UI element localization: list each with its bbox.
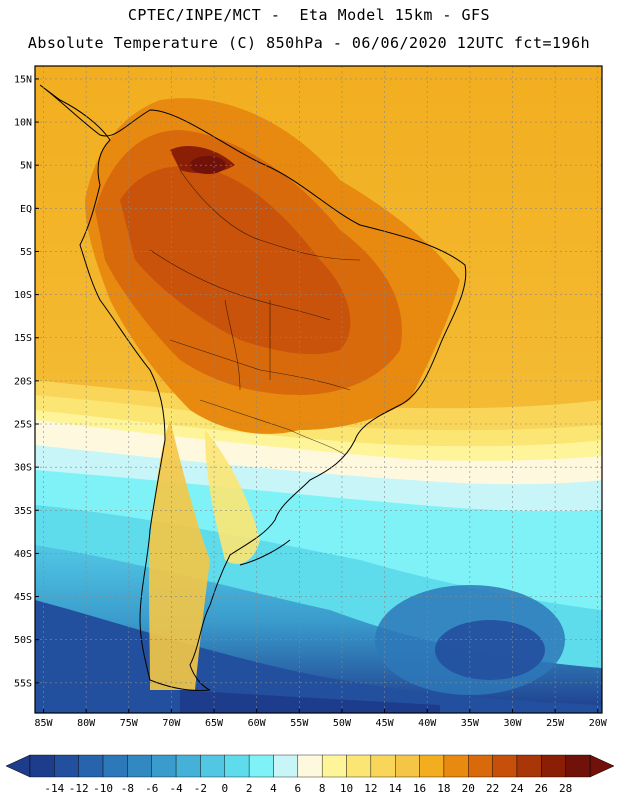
colorbar-swatch <box>541 754 566 778</box>
colorbar-swatch <box>54 754 79 778</box>
colorbar-label: -6 <box>145 782 158 795</box>
lon-label: 70W <box>162 718 181 729</box>
colorbar-label: 22 <box>486 782 499 795</box>
colorbar-label: 6 <box>295 782 302 795</box>
colorbar-label: -8 <box>121 782 134 795</box>
colorbar-swatch <box>248 754 274 778</box>
lon-label: 20W <box>589 718 608 729</box>
colorbar-swatch <box>224 754 250 778</box>
colorbar-swatch <box>200 754 225 778</box>
colorbar-label: 12 <box>364 782 377 795</box>
lat-label: 30S <box>14 463 32 474</box>
latitude-axis: 15N 10N 5N EQ 5S 10S 15S 20S 25S 30S 35S 40S 45S 50S 5… <box>14 74 39 689</box>
colorbar-swatch <box>419 754 445 778</box>
temperature-field <box>35 66 602 713</box>
colorbar-swatch <box>127 754 152 778</box>
coastlines <box>39 84 467 691</box>
colorbar-label: -14 <box>44 782 64 795</box>
colorbar-label: 10 <box>340 782 353 795</box>
lat-label: 15S <box>14 333 32 344</box>
longitude-axis: 85W 80W 75W 70W 65W 60W 55W 50W 45W 40W 35W 30W 25W 2… <box>34 709 608 729</box>
lat-label: 40S <box>14 549 32 560</box>
lon-label: 75W <box>120 718 139 729</box>
lat-label: 35S <box>14 506 32 517</box>
map-frame <box>34 65 603 714</box>
colorbar-swatch <box>78 754 104 778</box>
colorbar-label: -2 <box>194 782 207 795</box>
borders <box>149 169 361 456</box>
lat-label: 20S <box>14 376 32 387</box>
colorbar-swatch <box>151 754 177 778</box>
colorbar-swatch <box>468 754 493 778</box>
lat-label: 5S <box>20 247 32 258</box>
lon-label: 80W <box>77 718 96 729</box>
colorbar-label: 4 <box>270 782 277 795</box>
lat-label: 55S <box>14 678 32 689</box>
lat-label: 5N <box>20 161 32 172</box>
lat-label: 10N <box>14 118 32 129</box>
lat-label: 50S <box>14 635 32 646</box>
colorbar-swatch <box>565 754 591 778</box>
lon-label: 55W <box>290 718 309 729</box>
colorbar-swatch <box>370 754 396 778</box>
colorbar-label: -4 <box>169 782 183 795</box>
colorbar-label: 8 <box>319 782 326 795</box>
colorbar-min-arrow <box>5 754 31 778</box>
colorbar-label: 20 <box>462 782 475 795</box>
lon-label: 85W <box>34 718 53 729</box>
colorbar-swatch <box>443 754 469 778</box>
colorbar-label: 14 <box>389 782 403 795</box>
colorbar-swatch <box>516 754 542 778</box>
colorbar-label: 28 <box>559 782 572 795</box>
colorbar-swatch <box>29 754 55 778</box>
colorbar-label: 16 <box>413 782 426 795</box>
lon-label: 35W <box>461 718 480 729</box>
colorbar-swatch <box>297 754 323 778</box>
colorbar-swatch <box>346 754 372 778</box>
colorbar-label: 18 <box>437 782 450 795</box>
lon-label: 25W <box>546 718 565 729</box>
colorbar-label: 0 <box>221 782 228 795</box>
lon-label: 50W <box>333 718 352 729</box>
map-title-line2: Absolute Temperature (C) 850hPa - 06/06/… <box>27 34 591 52</box>
colorbar-swatch <box>175 754 201 778</box>
lon-label: 30W <box>503 718 522 729</box>
colorbar-label: 26 <box>535 782 548 795</box>
lon-label: 65W <box>205 718 224 729</box>
colorbar-swatch <box>321 754 347 778</box>
colorbar-label: -10 <box>93 782 113 795</box>
colorbar-max-arrow <box>589 754 615 778</box>
lon-label: 45W <box>376 718 395 729</box>
colorbar-label: 2 <box>246 782 253 795</box>
colorbar: -14 -12 -10 -8 -6 -4 -2 0 2 4 6 8 10 12 14 16 18 20 22 24 26… <box>5 754 615 795</box>
lat-label: 45S <box>14 592 32 603</box>
colorbar-swatch <box>102 754 128 778</box>
colorbar-label: 24 <box>510 782 524 795</box>
lat-label: 15N <box>14 74 32 85</box>
map-title-line1: CPTEC/INPE/MCT - Eta Model 15km - GFS <box>127 6 491 24</box>
colorbar-swatch <box>395 754 420 778</box>
colorbar-swatch <box>492 754 518 778</box>
lon-label: 40W <box>418 718 437 729</box>
colorbar-label: -12 <box>69 782 89 795</box>
lat-label: 10S <box>14 290 32 301</box>
lat-label: EQ <box>20 204 32 215</box>
lat-label: 25S <box>14 420 32 431</box>
colorbar-swatch <box>273 754 299 778</box>
lon-label: 60W <box>248 718 267 729</box>
